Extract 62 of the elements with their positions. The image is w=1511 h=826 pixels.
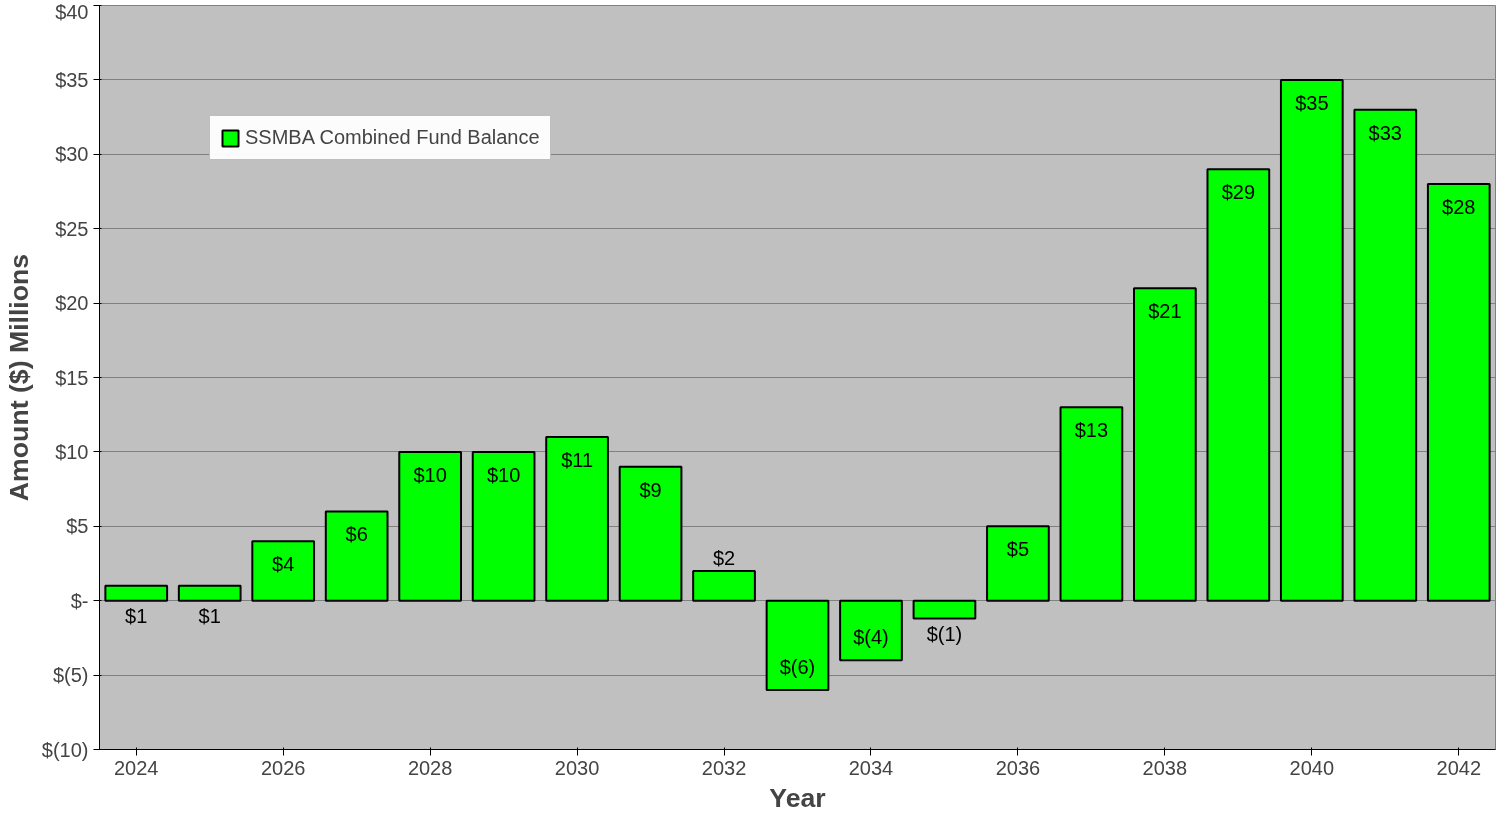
y-tick-label: $15 <box>55 366 89 389</box>
data-label: $21 <box>1148 300 1182 323</box>
bar <box>765 599 830 691</box>
data-label: $1 <box>198 605 221 628</box>
y-tick-label: $30 <box>55 143 89 166</box>
bar <box>1279 78 1344 602</box>
data-label: $33 <box>1368 121 1402 144</box>
y-tick-label: $10 <box>55 440 89 463</box>
x-tick-label: 2038 <box>1142 756 1188 779</box>
x-tick-label: 2026 <box>260 756 306 779</box>
bar <box>1059 406 1124 602</box>
y-tick-label: $35 <box>55 68 89 91</box>
bar <box>1353 108 1418 602</box>
data-label: $28 <box>1442 195 1476 218</box>
x-tick-label: 2032 <box>701 756 747 779</box>
data-label: $2 <box>712 547 736 570</box>
data-label: $13 <box>1074 419 1109 442</box>
x-tick-label: 2034 <box>848 756 894 779</box>
data-label: $4 <box>272 553 295 576</box>
bar <box>324 510 389 602</box>
y-axis-title: Amount ($) Millions <box>3 253 34 502</box>
bar <box>912 599 977 620</box>
bar <box>1206 168 1271 602</box>
data-label: $11 <box>561 448 594 471</box>
y-tick-label: $(10) <box>41 738 89 761</box>
bar <box>251 540 316 602</box>
data-label: $(4) <box>853 626 889 649</box>
y-tick-label: $(5) <box>52 664 89 687</box>
data-label: $1 <box>125 605 148 628</box>
bar <box>471 450 536 602</box>
x-tick-label: 2030 <box>554 756 600 779</box>
data-label: $35 <box>1295 91 1329 114</box>
y-tick-label: $5 <box>66 515 89 538</box>
bar <box>104 584 169 602</box>
x-tick-label: 2028 <box>407 756 453 779</box>
data-label: $5 <box>1006 538 1030 561</box>
data-label: $29 <box>1221 181 1256 204</box>
data-label: $(1) <box>926 623 963 646</box>
data-label: $10 <box>486 463 521 486</box>
bar <box>839 599 903 662</box>
x-axis-title: Year <box>769 782 826 813</box>
legend-label: SSMBA Combined Fund Balance <box>245 126 540 149</box>
y-tick-label: $- <box>70 589 89 612</box>
bar <box>986 525 1050 602</box>
data-label: $6 <box>345 523 368 546</box>
y-tick-label: $40 <box>55 0 89 23</box>
bar <box>1133 287 1197 602</box>
bar <box>692 569 756 602</box>
data-label: $10 <box>413 463 447 486</box>
x-tick-label: 2042 <box>1436 756 1482 779</box>
bar <box>545 436 609 602</box>
y-tick-label: $25 <box>55 217 89 240</box>
y-tick-label: $20 <box>55 292 89 315</box>
x-tick-label: 2036 <box>995 756 1041 779</box>
x-tick-label: 2040 <box>1289 756 1335 779</box>
bar <box>1426 183 1491 602</box>
data-label: $9 <box>639 478 662 501</box>
x-tick-label: 2024 <box>113 756 159 779</box>
data-label: $(6) <box>779 656 816 679</box>
bar <box>177 584 242 602</box>
bar <box>398 450 462 602</box>
bar <box>618 465 683 602</box>
